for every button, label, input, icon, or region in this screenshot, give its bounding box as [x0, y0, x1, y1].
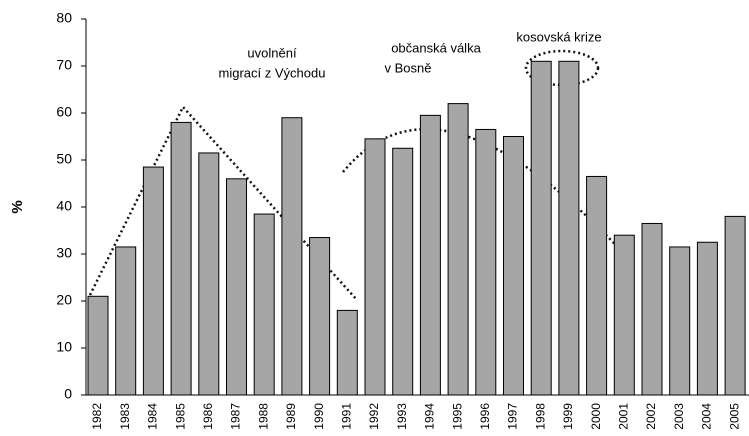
x-tick-label: 1993	[395, 403, 409, 430]
bar	[558, 60, 580, 396]
x-tick-label: 2004	[700, 403, 714, 430]
x-tick-label: 1984	[146, 403, 160, 430]
x-tick-label: 1992	[367, 403, 381, 430]
x-tick-label: 1994	[423, 403, 437, 430]
bar	[696, 241, 718, 396]
x-tick-label: 1995	[450, 403, 464, 430]
bar	[142, 166, 164, 396]
bar	[613, 234, 635, 396]
x-tick-label: 1991	[339, 403, 353, 430]
bar	[669, 246, 691, 396]
annotation: kosovská krize	[516, 29, 601, 44]
y-tick-label: 50	[56, 151, 72, 167]
x-tick-label: 1997	[506, 403, 520, 430]
y-tick-label: 40	[56, 198, 72, 214]
annotation: občanská válka	[391, 40, 481, 55]
highlight-ellipse	[524, 49, 600, 87]
annotation: uvolnění	[247, 45, 297, 60]
annotation: migrací z Východu	[219, 65, 326, 80]
y-axis-label: %	[9, 200, 26, 213]
y-tick-label: 20	[56, 292, 72, 308]
bar	[641, 222, 663, 396]
y-tick-label: 70	[56, 57, 72, 73]
bar	[392, 147, 414, 396]
x-tick-label: 2003	[672, 403, 686, 430]
bar	[226, 178, 247, 396]
x-tick-label: 1990	[312, 403, 326, 430]
bar	[724, 215, 746, 396]
bar	[586, 175, 608, 396]
x-tick-label: 2001	[616, 403, 630, 430]
x-tick-label: 1988	[256, 403, 270, 430]
bar	[419, 114, 441, 396]
x-tick-label: 1989	[284, 403, 298, 430]
bar	[475, 128, 497, 396]
x-tick-label: 2000	[589, 403, 603, 430]
bar	[447, 103, 469, 396]
bar	[281, 117, 303, 396]
x-tick-label: 1998	[533, 403, 547, 430]
x-tick-label: 1986	[201, 403, 215, 430]
x-tick-label: 2002	[644, 403, 658, 430]
x-tick-label: 1999	[561, 403, 575, 430]
bar	[336, 309, 358, 396]
y-tick-label: 0	[64, 386, 72, 402]
x-tick-label: 1983	[118, 403, 132, 430]
x-tick-label: 1985	[173, 403, 187, 430]
y-tick-label: 10	[56, 339, 72, 355]
bar	[530, 60, 552, 396]
x-tick-label: 1987	[229, 403, 243, 430]
x-tick-label: 1982	[90, 403, 104, 430]
bar	[198, 152, 220, 396]
bar	[253, 213, 275, 396]
x-tick-label: 1996	[478, 403, 492, 430]
bar	[503, 136, 524, 396]
bar	[309, 237, 331, 396]
y-tick-label: 30	[56, 245, 72, 261]
bar	[115, 246, 137, 396]
y-tick-label: 80	[56, 10, 72, 26]
bar	[170, 121, 192, 396]
bar	[364, 138, 386, 396]
x-tick-label: 2005	[727, 403, 741, 430]
y-tick-label: 60	[56, 104, 72, 120]
bar	[87, 295, 109, 396]
annotation: v Bosně	[385, 60, 432, 75]
